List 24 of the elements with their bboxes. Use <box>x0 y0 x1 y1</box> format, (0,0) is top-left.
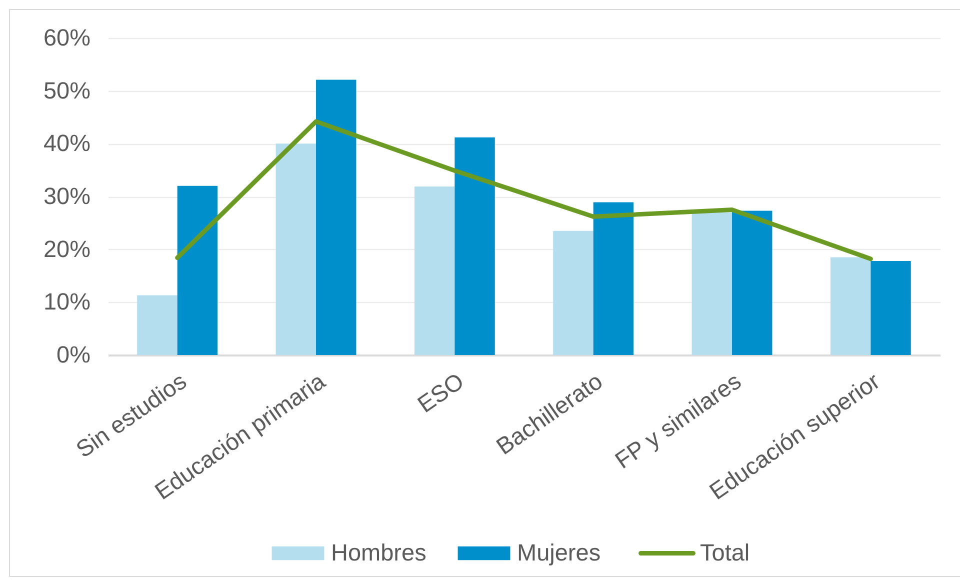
bar <box>593 202 634 355</box>
bar <box>732 210 772 355</box>
bar <box>316 80 356 355</box>
bar <box>553 230 594 355</box>
y-tick-label: 0% <box>56 342 91 368</box>
line-series <box>175 119 873 262</box>
y-tick-label: 50% <box>43 77 91 104</box>
y-tick-label: 20% <box>43 236 91 262</box>
legend-label: Hombres <box>331 539 426 566</box>
x-tick-label: ESO <box>412 368 468 418</box>
bar <box>830 257 871 355</box>
bar <box>276 144 316 355</box>
bar <box>870 260 911 355</box>
bar <box>454 137 495 355</box>
y-tick-label: 40% <box>43 130 91 156</box>
bar <box>137 295 178 355</box>
legend-label: Mujeres <box>517 539 601 566</box>
y-tick-label: 10% <box>43 288 91 315</box>
bar <box>414 186 455 355</box>
y-tick-label: 60% <box>43 24 91 50</box>
y-tick-label: 30% <box>43 183 91 209</box>
legend-label: Total <box>700 539 750 566</box>
bar <box>692 212 732 355</box>
bar <box>177 186 218 355</box>
